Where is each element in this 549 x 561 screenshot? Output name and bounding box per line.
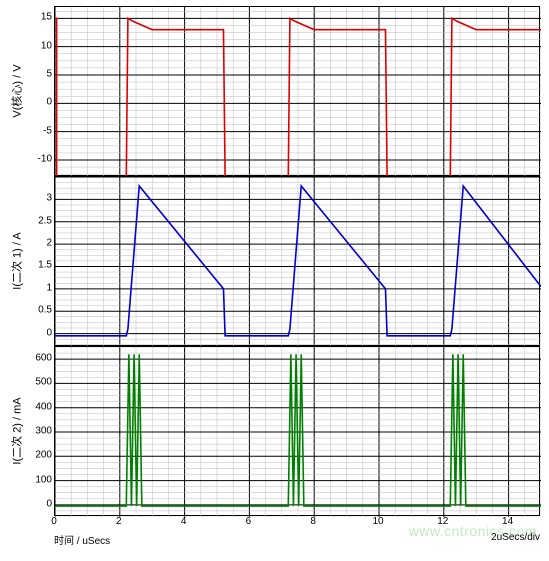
watermark: www.cntronics.com <box>409 523 537 539</box>
xtick-label: 6 <box>246 516 252 527</box>
plot-p2 <box>54 176 540 346</box>
chart-panel-p2: I(二次 1) / A 0 0.5 1 1.5 2 2.5 3 <box>8 176 540 346</box>
ytick-label: 300 <box>35 426 52 437</box>
ytick-label: 100 <box>35 474 52 485</box>
xtick-label: 10 <box>372 516 383 527</box>
ytick-label: 600 <box>35 353 52 364</box>
series-v_core <box>55 7 541 177</box>
ytick-label: -10 <box>38 154 52 165</box>
ylabel-p2: I(二次 1) / A <box>8 176 26 346</box>
ytick-label: 5 <box>46 69 52 80</box>
ylabel-p3: I(二次 2) / mA <box>8 346 26 516</box>
ytick-label: 10 <box>41 40 52 51</box>
ylabel-p1: V(核心) / V <box>8 6 26 176</box>
ytick-label: 400 <box>35 401 52 412</box>
series-i_sec2 <box>55 347 541 517</box>
ytick-label: 2.5 <box>38 215 52 226</box>
xtick-label: 0 <box>51 516 57 527</box>
chart-panel-p1: V(核心) / V -10 -5 0 5 10 15 <box>8 6 540 176</box>
ytick-label: 200 <box>35 450 52 461</box>
ytick-label: 2 <box>46 238 52 249</box>
page-root: V(核心) / V -10 -5 0 5 10 15 I(二次 1) / A 0 0.5 1 1.5 2… <box>0 0 549 561</box>
ytick-label: 0 <box>46 97 52 108</box>
ylabel-text: I(二次 1) / A <box>9 232 25 289</box>
series-i_sec1 <box>55 177 541 347</box>
ylabel-text: V(核心) / V <box>9 64 25 117</box>
ytick-label: 15 <box>41 12 52 23</box>
xtick-label: 4 <box>181 516 187 527</box>
yticks-p1: -10 -5 0 5 10 15 <box>26 6 54 176</box>
x-unit-label: 时间 / uSecs <box>54 532 110 547</box>
ytick-label: 0 <box>46 327 52 338</box>
plot-p1 <box>54 6 540 176</box>
ytick-label: 500 <box>35 377 52 388</box>
xtick-label: 2 <box>116 516 122 527</box>
ytick-label: 1.5 <box>38 260 52 271</box>
plot-p3 <box>54 346 540 516</box>
ytick-label: 1 <box>46 282 52 293</box>
chart-panel-p3: I(二次 2) / mA 0 100 200 300 400 500 600 <box>8 346 540 516</box>
ytick-label: 3 <box>46 193 52 204</box>
yticks-p2: 0 0.5 1 1.5 2 2.5 3 <box>26 176 54 346</box>
ytick-label: 0 <box>46 498 52 509</box>
xtick-label: 8 <box>310 516 316 527</box>
ylabel-text: I(二次 2) / mA <box>9 397 25 464</box>
yticks-p3: 0 100 200 300 400 500 600 <box>26 346 54 516</box>
charts-container: V(核心) / V -10 -5 0 5 10 15 I(二次 1) / A 0 0.5 1 1.5 2… <box>8 6 540 547</box>
ytick-label: 0.5 <box>38 305 52 316</box>
ytick-label: -5 <box>43 125 52 136</box>
